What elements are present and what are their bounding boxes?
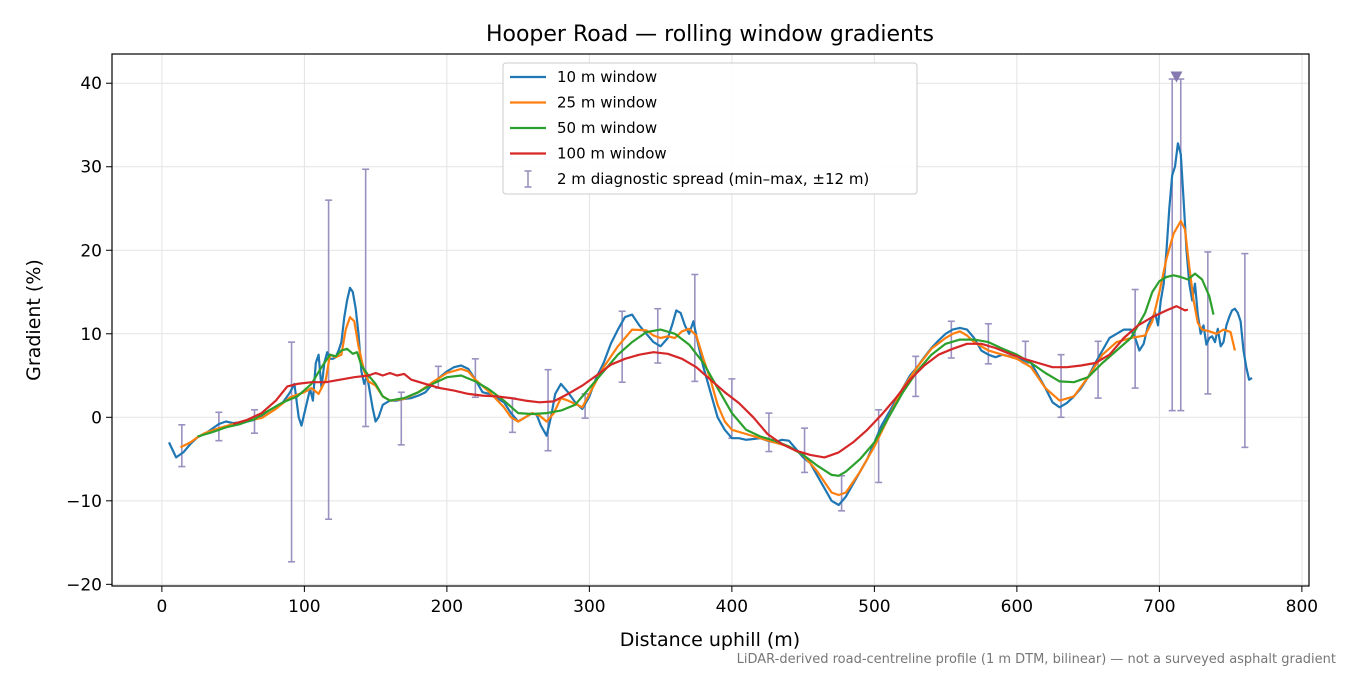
error-bar: [947, 320, 955, 359]
legend-label: 10 m window: [557, 68, 657, 86]
legend-item: 2 m diagnostic spread (min–max, ±12 m): [524, 170, 869, 188]
series-line: [168, 142, 1253, 507]
error-bar: [1168, 78, 1176, 412]
error-bar: [1094, 340, 1102, 399]
x-tick-label: 600: [1001, 597, 1033, 617]
series-line: [197, 272, 1215, 477]
x-tick-label: 700: [1143, 597, 1175, 617]
error-bar: [1177, 78, 1185, 412]
error-bar: [251, 408, 258, 434]
x-tick-label: 200: [431, 597, 463, 617]
y-tick-label: 30: [80, 158, 102, 178]
x-tick-label: 0: [156, 597, 167, 617]
y-axis-ticks: −20 −10 0 10 20 30 40: [66, 74, 112, 595]
error-bar: [875, 408, 883, 484]
y-axis-label: Gradient (%): [23, 259, 45, 381]
series-line: [179, 219, 1236, 497]
x-axis-label: Distance uphill (m): [620, 629, 800, 651]
y-tick-label: 10: [80, 325, 102, 345]
legend-label: 2 m diagnostic spread (min–max, ±12 m): [557, 170, 869, 188]
error-bar: [765, 412, 773, 453]
legend-label: 25 m window: [557, 94, 657, 112]
plot-frame: [111, 53, 1310, 587]
footnote: LiDAR-derived road-centreline profile (1…: [736, 652, 1336, 667]
x-tick-label: 100: [288, 597, 320, 617]
y-tick-label: 40: [80, 74, 102, 94]
y-tick-label: 0: [91, 408, 102, 428]
legend-item: 25 m window: [510, 94, 657, 112]
error-bar: [215, 411, 223, 442]
legend-item: 10 m window: [510, 68, 657, 86]
error-bar: [544, 368, 552, 452]
series-lines: [168, 142, 1253, 507]
legend-item: 100 m window: [510, 145, 667, 163]
legend-box: [502, 62, 918, 195]
chart-title: Hooper Road — rolling window gradients: [486, 22, 934, 47]
x-axis-ticks: 0 100 200 300 400 500 600 700 800: [156, 586, 1318, 617]
y-tick-label: 20: [80, 241, 102, 261]
legend-label: 50 m window: [557, 119, 657, 137]
legend: 10 m window 25 m window 50 m window 100 m w…: [502, 62, 918, 195]
y-tick-label: −20: [66, 575, 102, 595]
error-bar: [1241, 252, 1249, 449]
x-tick-label: 300: [573, 597, 605, 617]
x-tick-label: 800: [1286, 597, 1318, 617]
series-line: [232, 305, 1189, 459]
error-bar: [1204, 251, 1212, 395]
x-tick-label: 500: [858, 597, 890, 617]
error-bar: [912, 355, 920, 398]
error-bar: [984, 322, 992, 365]
error-bar: [288, 341, 296, 563]
y-tick-label: −10: [66, 492, 102, 512]
peak-marker: [1170, 71, 1183, 83]
error-bar: [397, 391, 405, 446]
error-bar: [362, 168, 370, 428]
x-tick-label: 400: [716, 597, 748, 617]
legend-item: 50 m window: [510, 119, 657, 137]
legend-label: 100 m window: [557, 145, 667, 163]
markers: [1170, 71, 1183, 83]
error-bars: [178, 78, 1249, 563]
error-bar: [801, 427, 809, 474]
